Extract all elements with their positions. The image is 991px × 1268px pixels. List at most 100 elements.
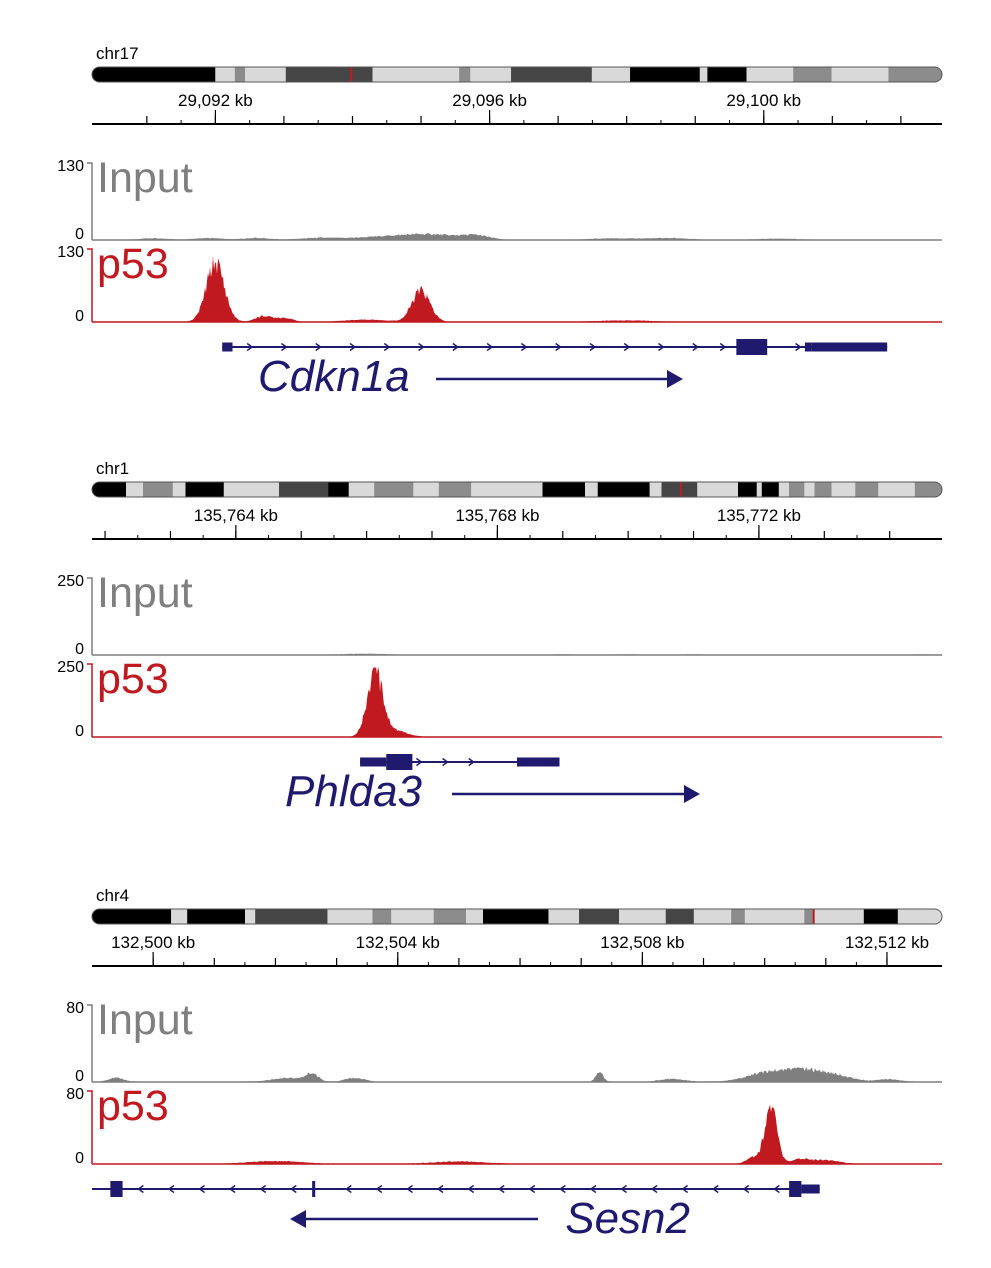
cytoband-6 <box>459 67 471 82</box>
strand-arrow-18 <box>712 1184 719 1194</box>
cytoband-21 <box>761 482 780 497</box>
tick-label-0: 135,764 kb <box>194 506 278 525</box>
strand-arrow-3 <box>228 1184 236 1194</box>
exon-0 <box>110 1181 123 1197</box>
cytoband-23 <box>789 482 805 497</box>
coordinate-ruler: 135,764 kb 135,768 kb 135,772 kb <box>92 506 942 540</box>
tick-label-2: 29,100 kb <box>726 91 801 110</box>
tick-label-3: 132,512 kb <box>845 933 929 952</box>
strand-arrow-11 <box>623 342 631 352</box>
strand-arrow-8 <box>406 1184 413 1194</box>
input-track: 130 0 Input <box>57 154 942 243</box>
strand-arrow-12 <box>658 342 665 352</box>
strand-arrow-4 <box>383 342 391 352</box>
strand-arrow-7 <box>486 342 494 352</box>
tick-label-2: 132,508 kb <box>600 933 684 952</box>
panel-chr4: chr4 132,500 kb 132,504 kb 132,508 kb 132,51… <box>66 886 943 1243</box>
track-name: p53 <box>97 655 169 703</box>
cytoband-5 <box>372 67 460 82</box>
cytoband-6 <box>372 909 392 924</box>
track-name: Input <box>97 154 193 202</box>
strand-arrow-2 <box>315 342 322 352</box>
exon-1 <box>736 339 768 355</box>
cytoband-24 <box>804 482 815 497</box>
cytoband-15 <box>693 909 732 924</box>
scale-min-label: 0 <box>75 641 84 658</box>
cytoband-19 <box>738 482 758 497</box>
strand-arrow-1 <box>442 757 449 767</box>
cytoband-21 <box>897 909 942 924</box>
cytoband-13 <box>746 67 794 82</box>
cytoband-18 <box>697 482 739 497</box>
ideogram-outline <box>91 481 943 498</box>
exon-3 <box>801 1184 820 1194</box>
cytoband-15 <box>831 67 889 82</box>
strand-arrow-11 <box>497 1184 505 1194</box>
cytoband-25 <box>814 482 832 497</box>
scale-bracket <box>87 663 93 737</box>
cytoband-2 <box>234 67 246 82</box>
cytoband-12 <box>579 909 620 924</box>
cytoband-8 <box>348 482 375 497</box>
cytoband-5 <box>327 909 373 924</box>
exon-1 <box>312 1181 316 1197</box>
cytoband-15 <box>597 482 651 497</box>
strand-arrow-4 <box>259 1184 267 1194</box>
scale-max-label: 80 <box>66 1086 84 1103</box>
p53-track: 250 0 p53 <box>57 655 942 740</box>
ideogram-outline <box>91 66 943 83</box>
scale-min-label: 0 <box>75 1068 84 1085</box>
scale-min-label: 0 <box>75 308 84 325</box>
scale-max-label: 250 <box>57 573 84 590</box>
cytoband-14 <box>793 67 832 82</box>
strand-arrow-14 <box>589 1184 597 1194</box>
gene-model: Cdkn1a <box>222 339 888 401</box>
exon-1 <box>386 754 413 770</box>
cytoband-9 <box>591 67 631 82</box>
cytoband-5 <box>223 482 280 497</box>
coverage-signal <box>92 1066 942 1082</box>
strand-arrow-0 <box>416 757 423 767</box>
tick-label-0: 132,500 kb <box>111 933 195 952</box>
direction-arrow-head <box>667 370 683 388</box>
cytoband-4 <box>285 67 373 82</box>
exon-0 <box>222 342 233 352</box>
strand-arrow-5 <box>418 342 425 352</box>
cytoband-1 <box>215 67 236 82</box>
scale-bracket <box>87 577 93 655</box>
cytoband-14 <box>665 909 695 924</box>
cytoband-27 <box>855 482 879 497</box>
cytoband-18 <box>804 909 815 924</box>
cytoband-16 <box>731 909 746 924</box>
gene-name: Cdkn1a <box>258 352 410 401</box>
strand-arrow-13 <box>559 1184 566 1194</box>
exon-0 <box>360 757 387 767</box>
p53-track: 130 0 p53 <box>57 240 942 325</box>
locus-marker <box>350 67 353 82</box>
strand-arrow-1 <box>281 342 288 352</box>
cytoband-16 <box>649 482 662 497</box>
cytoband-11 <box>699 67 708 82</box>
cytoband-3 <box>245 909 256 924</box>
gene-name: Phlda3 <box>285 767 423 816</box>
exon-2 <box>789 1181 802 1197</box>
scale-bracket <box>87 1090 93 1164</box>
input-track: 250 0 Input <box>57 569 942 658</box>
locus-marker <box>680 482 683 497</box>
strand-arrow-9 <box>436 1184 444 1194</box>
chromosome-label: chr4 <box>96 886 129 905</box>
strand-arrow-3 <box>349 342 357 352</box>
cytoband-7 <box>328 482 350 497</box>
cytoband-4 <box>185 482 225 497</box>
cytoband-11 <box>438 482 472 497</box>
track-name: Input <box>97 996 193 1044</box>
ideogram-outline <box>91 908 943 925</box>
scale-bracket <box>87 1004 93 1082</box>
cytoband-9 <box>466 909 484 924</box>
tick-label-2: 135,772 kb <box>717 506 801 525</box>
exon-2 <box>517 757 560 767</box>
strand-arrow-6 <box>345 1184 352 1194</box>
cytoband-9 <box>374 482 414 497</box>
